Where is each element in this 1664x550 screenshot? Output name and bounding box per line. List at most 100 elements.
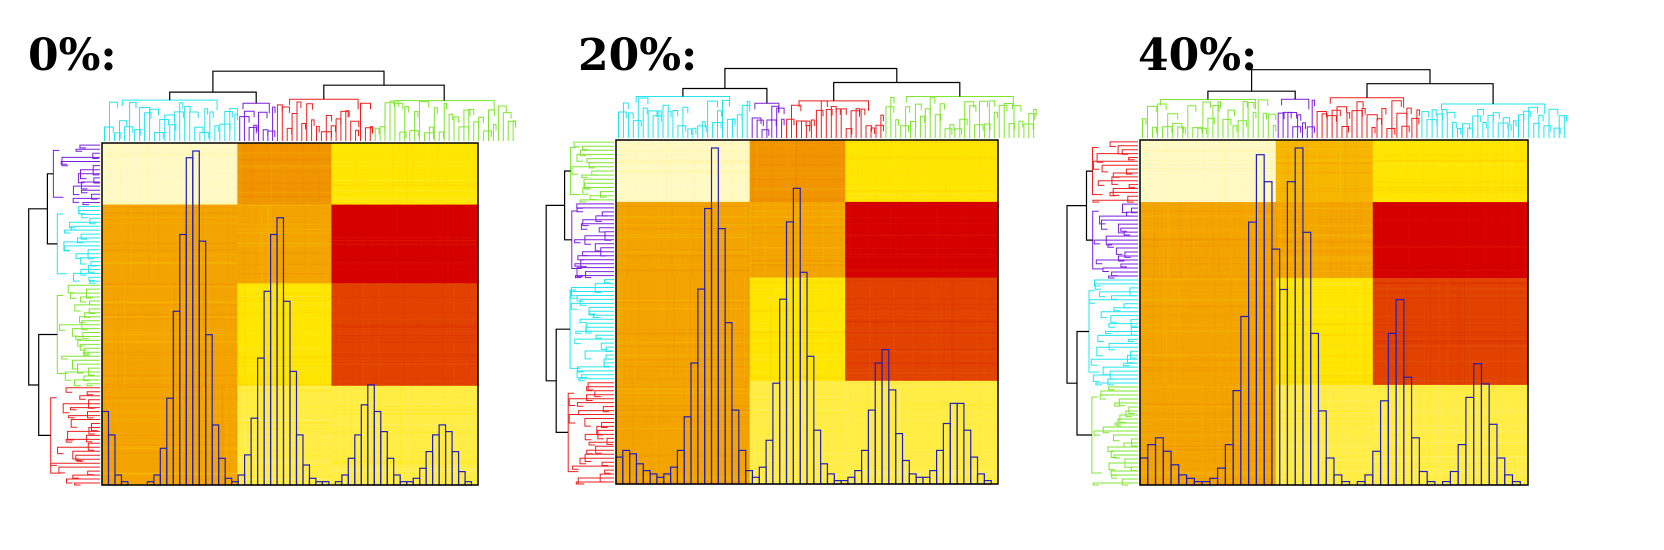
dendrogram-branch — [1111, 271, 1138, 277]
heatmap-streak — [391, 283, 393, 386]
heatmap-streak — [1372, 160, 1528, 162]
dendrogram-branch — [77, 237, 100, 244]
heatmap-streak — [1220, 140, 1222, 203]
heatmap-streak — [852, 201, 854, 278]
heatmap-streak — [1489, 202, 1491, 278]
heatmap-streak — [845, 404, 998, 406]
heatmap-streak — [102, 248, 238, 250]
heatmap-streak — [845, 140, 847, 202]
heatmap-streak — [820, 201, 822, 278]
heatmap-streak — [446, 143, 448, 205]
heatmap-streak — [1300, 202, 1302, 278]
heatmap-streak — [1140, 167, 1276, 169]
heatmap-streak — [331, 224, 478, 226]
heatmap-streak — [1446, 384, 1448, 485]
heatmap-streak — [1383, 140, 1385, 203]
dendrogram-branch — [86, 391, 100, 396]
dendrogram-branch — [73, 272, 100, 282]
heatmap-streak — [845, 256, 998, 258]
dendrogram-branch — [1121, 478, 1138, 486]
heatmap-streak — [237, 419, 332, 421]
heatmap-streak — [331, 318, 478, 320]
dendrogram-branch — [573, 141, 614, 148]
dendrogram-branch — [914, 103, 922, 138]
heatmap-streak — [322, 283, 324, 386]
dendrogram-branch — [578, 378, 614, 382]
heatmap-streak — [1275, 172, 1373, 174]
heatmap-streak — [1359, 278, 1361, 385]
heatmap-streak — [745, 140, 747, 202]
heatmap-streak — [1353, 140, 1355, 203]
heatmap-streak — [967, 201, 969, 278]
heatmap-streak — [1372, 266, 1528, 268]
dendrogram-branch — [582, 219, 614, 227]
heatmap-streak — [803, 140, 805, 202]
dendrogram-branch — [72, 197, 100, 203]
heatmap-streak — [732, 140, 734, 202]
heatmap-streak — [237, 346, 332, 349]
heatmap-streak — [694, 380, 696, 484]
heatmap-streak — [297, 283, 299, 386]
heatmap-streak — [347, 385, 349, 485]
heatmap-streak — [1491, 140, 1493, 203]
heatmap-streak — [302, 143, 305, 205]
heatmap-streak — [853, 380, 855, 484]
heatmap-streak — [465, 143, 467, 205]
heatmap-streak — [1140, 377, 1276, 379]
heatmap-streak — [811, 380, 814, 484]
heatmap-streak — [1230, 278, 1232, 385]
heatmap-streak — [616, 234, 750, 236]
heatmap-streak — [208, 385, 210, 485]
heatmap-streak — [1418, 278, 1420, 385]
heatmap-streak — [1140, 350, 1276, 353]
heatmap-streak — [1149, 140, 1151, 203]
heatmap-streak — [1484, 140, 1486, 203]
heatmap-streak — [237, 152, 332, 154]
heatmap-streak — [367, 283, 369, 386]
heatmap-streak — [102, 173, 238, 175]
heatmap-streak — [775, 201, 777, 278]
heatmap-streak — [1479, 140, 1481, 203]
heatmap-streak — [720, 380, 722, 484]
heatmap-streak — [1524, 202, 1526, 278]
heatmap-streak — [331, 411, 478, 414]
heatmap-streak — [227, 204, 229, 284]
heatmap-streak — [133, 385, 135, 485]
heatmap-streak — [1275, 281, 1373, 283]
heatmap-streak — [1315, 202, 1318, 278]
heatmap-streak — [616, 409, 750, 411]
heatmap-streak — [1218, 202, 1220, 278]
heatmap-streak — [765, 201, 767, 278]
heatmap-streak — [1507, 202, 1509, 278]
dendrogram-branch — [1553, 127, 1561, 138]
heatmap-streak — [1504, 278, 1506, 385]
dendrogram-branch — [80, 269, 100, 276]
dendrogram-branch — [1142, 118, 1147, 138]
heatmap-streak — [943, 277, 945, 381]
heatmap-streak — [749, 247, 846, 249]
heatmap-streak — [331, 468, 478, 470]
dendrogram-branch — [169, 124, 177, 141]
dendrogram-branch — [1237, 120, 1248, 138]
heatmap-streak — [331, 451, 478, 453]
heatmap-streak — [203, 385, 205, 485]
dendrogram-branch — [576, 402, 614, 407]
heatmap-streak — [720, 140, 722, 202]
heatmap-streak — [1140, 286, 1276, 288]
heatmap-streak — [1140, 144, 1276, 146]
heatmap-streak — [326, 283, 328, 386]
dendrogram-branch — [579, 149, 614, 157]
dendrogram-branch — [687, 128, 692, 138]
dendrogram-branch — [1090, 358, 1138, 366]
heatmap-streak — [845, 311, 998, 313]
heatmap-streak — [1372, 229, 1528, 231]
heatmap-streak — [947, 201, 949, 278]
heatmap-streak — [1140, 189, 1276, 191]
heatmap-streak — [389, 143, 391, 205]
heatmap-streak — [940, 140, 942, 202]
dendrogram-branch — [79, 316, 100, 324]
heatmap-streak — [1344, 278, 1346, 385]
heatmap-streak — [102, 384, 238, 386]
heatmap-streak — [616, 345, 750, 347]
heatmap-streak — [875, 277, 877, 381]
